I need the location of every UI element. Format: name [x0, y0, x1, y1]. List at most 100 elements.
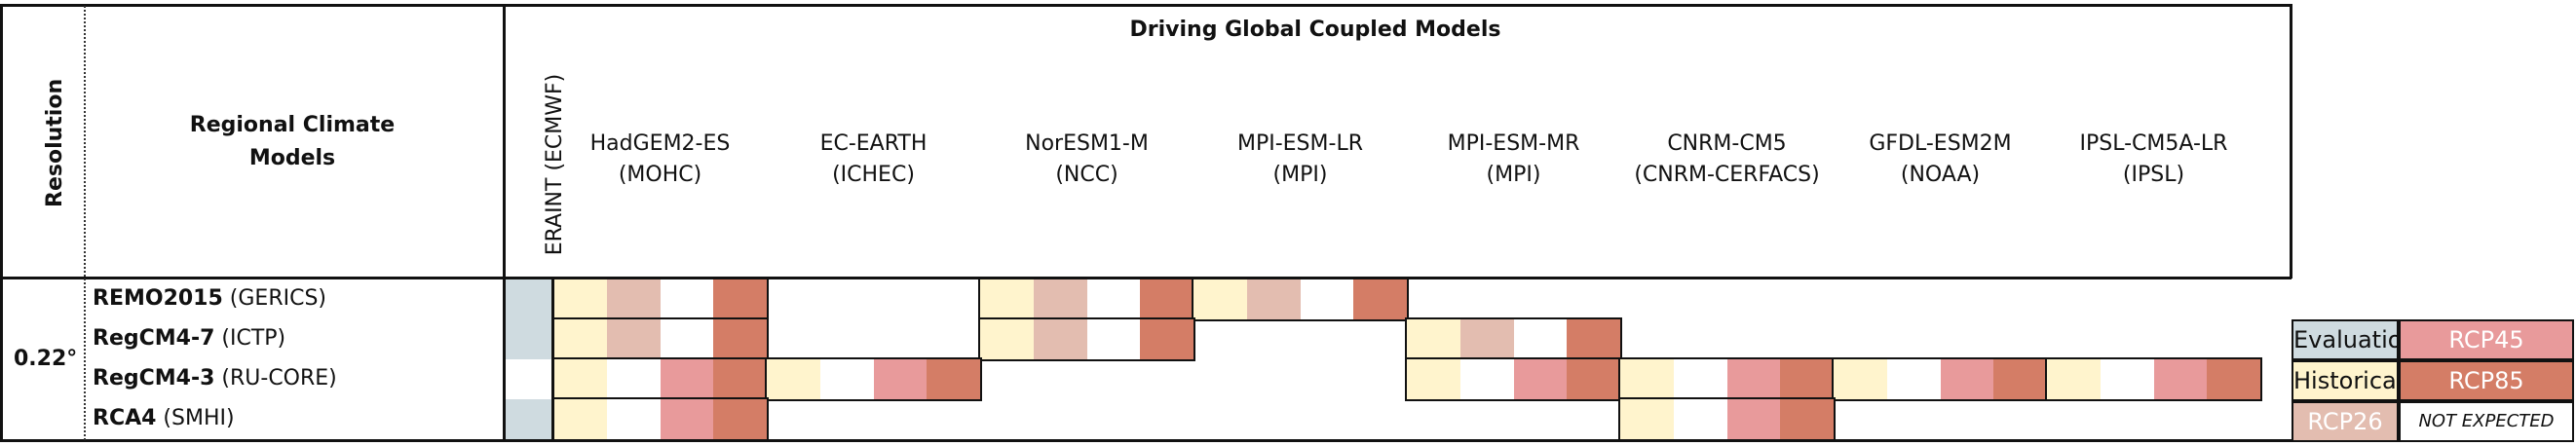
header-bottom-border [0, 277, 2292, 279]
experiment-cell [1033, 319, 1087, 359]
simulation-block [1405, 357, 1622, 401]
experiment-cell [1033, 279, 1087, 319]
experiment-cell [2047, 359, 2101, 399]
gcm-institute: (NCC) [1055, 163, 1118, 187]
gcm-name: IPSL-CM5A-LR [2079, 131, 2228, 156]
experiment-cell [1513, 359, 1568, 399]
experiment-cell [1780, 399, 1834, 439]
experiment-cell [1459, 359, 1514, 399]
matrix-left-border [503, 4, 506, 442]
experiment-cell [1300, 279, 1354, 319]
experiment-cell [606, 279, 661, 319]
legend-rcp26: RCP26 [2292, 401, 2399, 442]
experiment-cell [2100, 359, 2154, 399]
experiment-cell [660, 399, 714, 439]
gcm-header-4: MPI-ESM-MR (MPI) [1407, 129, 1620, 191]
gcm-header-2: NorESM1-M (NCC) [980, 129, 1193, 191]
gcm-header-3: MPI-ESM-LR (MPI) [1193, 129, 1407, 191]
experiment-cell [660, 319, 714, 359]
simulation-block [551, 317, 769, 361]
experiment-cell [873, 359, 928, 399]
table-left-border [0, 4, 3, 442]
legend-rcp45: RCP45 [2399, 319, 2574, 360]
experiment-cell [1407, 359, 1460, 399]
experiment-cell [713, 279, 767, 319]
resolution-header: Resolution [43, 78, 67, 207]
simulation-block [1192, 278, 1409, 321]
gcm-name: GFDL-ESM2M [1869, 131, 2012, 156]
experiment-cell [1620, 399, 1674, 439]
gcm-institute: (MPI) [1486, 163, 1541, 187]
simulation-block [1618, 357, 1836, 401]
rcm-header-line2: Models [248, 146, 336, 170]
legend-historical: Historical [2292, 360, 2403, 401]
experiment-cell [1567, 319, 1620, 359]
legend-evaluation: Evaluation [2292, 319, 2417, 360]
simulation-block [978, 278, 1195, 321]
rcm-institute: (ICTP) [221, 326, 286, 351]
rcm-name: RCA4 [93, 406, 157, 430]
experiment-cell [660, 279, 714, 319]
gcm-name: EC-EARTH [819, 131, 928, 156]
rcm-row-rca4: RCA4 (SMHI) [93, 399, 235, 438]
eval-cell [505, 319, 553, 359]
experiment-cell [1193, 279, 1247, 319]
experiment-cell [1620, 359, 1674, 399]
gcm-name: MPI-ESM-MR [1447, 131, 1580, 156]
experiment-cell [1086, 279, 1141, 319]
simulation-block [2045, 357, 2262, 401]
experiment-cell [713, 399, 767, 439]
eval-cell [505, 399, 553, 439]
simulation-block [1618, 397, 1836, 441]
header-right-border [2290, 4, 2292, 279]
rcm-institute: (GERICS) [229, 286, 327, 311]
eval-cell [505, 279, 553, 319]
experiment-cell [553, 279, 607, 319]
experiment-cell [553, 399, 607, 439]
rcm-name: RegCM4-3 [93, 366, 215, 390]
gcm-name: HadGEM2-ES [589, 131, 731, 156]
experiment-cell [1726, 399, 1781, 439]
driving-title: Driving Global Coupled Models [1129, 18, 1501, 42]
experiment-cell [660, 359, 714, 399]
gcm-header-1: EC-EARTH (ICHEC) [767, 129, 980, 191]
experiment-cell [1940, 359, 1994, 399]
experiment-cell [606, 399, 661, 439]
legend-not-expected: NOT EXPECTED [2399, 401, 2574, 442]
rcm-name: RegCM4-7 [93, 326, 215, 351]
experiment-cell [1407, 319, 1460, 359]
simulation-block [1405, 317, 1622, 361]
legend-rcp85: RCP85 [2399, 360, 2574, 401]
gcm-header-0: HadGEM2-ES (MOHC) [553, 129, 767, 191]
experiment-cell [1726, 359, 1781, 399]
experiment-cell [927, 359, 980, 399]
gcm-header-7: IPSL-CM5A-LR (IPSL) [2047, 129, 2260, 191]
experiment-cell [1567, 359, 1620, 399]
rcm-row-regcm43: RegCM4-3 (RU-CORE) [93, 359, 337, 398]
rcm-institute: (SMHI) [163, 406, 235, 430]
rcm-institute: (RU-CORE) [221, 366, 337, 390]
experiment-cell [819, 359, 874, 399]
simulation-block [551, 397, 769, 441]
experiment-cell [1086, 319, 1141, 359]
experiment-cell [1140, 319, 1193, 359]
experiment-cell [606, 319, 661, 359]
simulation-block [978, 317, 1195, 361]
gcm-header-6: GFDL-ESM2M (NOAA) [1834, 129, 2047, 191]
simulation-block [765, 357, 982, 401]
gcm-name: NorESM1-M [1025, 131, 1149, 156]
gcm-name: CNRM-CM5 [1667, 131, 1787, 156]
gcm-institute: (ICHEC) [832, 163, 915, 187]
rcm-name: REMO2015 [93, 286, 223, 311]
gcm-institute: (NOAA) [1900, 163, 1981, 187]
gcm-institute: (CNRM-CERFACS) [1634, 163, 1820, 187]
rcm-row-remo: REMO2015 (GERICS) [93, 279, 326, 318]
experiment-cell [606, 359, 661, 399]
driving-title-top [503, 4, 2292, 7]
resolution-divider [84, 6, 86, 440]
experiment-cell [1673, 399, 1727, 439]
rcm-header: Regional Climate Models [88, 109, 497, 175]
experiment-cell [1993, 359, 2047, 399]
gcm-name: MPI-ESM-LR [1236, 131, 1363, 156]
eraint-right-border [551, 277, 554, 442]
